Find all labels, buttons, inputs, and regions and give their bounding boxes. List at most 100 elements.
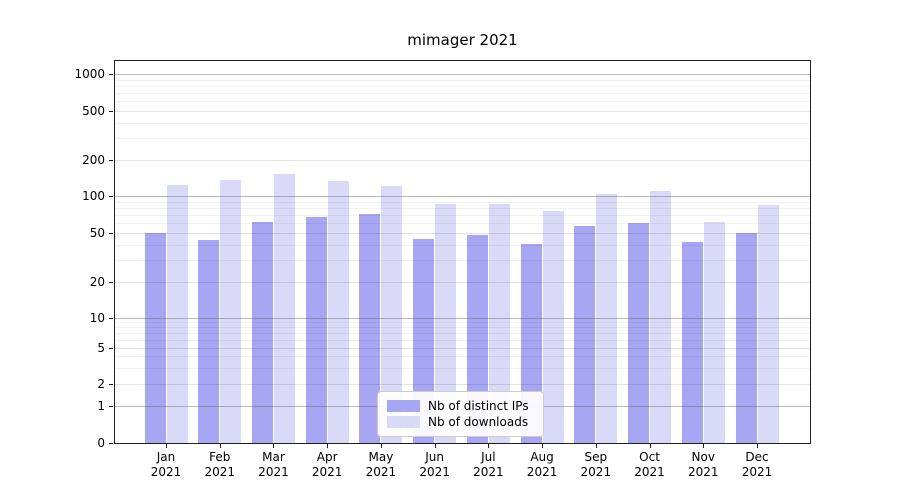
x-tick-label-aug: Aug 2021 <box>526 450 558 479</box>
y-tick-mark-1000 <box>109 74 113 75</box>
minor-gridline-6 <box>115 339 810 341</box>
bar-distinct-ips-sep <box>574 226 596 443</box>
y-tick-mark-100 <box>109 196 113 197</box>
major-gridline-100 <box>115 196 810 197</box>
x-tick-label-mar: Mar 2021 <box>258 450 289 479</box>
plot-area <box>114 60 811 444</box>
bar-downloads-may <box>381 186 403 443</box>
bar-downloads-jan <box>166 185 188 443</box>
x-tick-label-nov: Nov 2021 <box>687 450 719 479</box>
legend-row-downloads: Nb of downloads <box>387 414 533 430</box>
y-tick-mark-200 <box>109 159 113 161</box>
bar-downloads-jun <box>435 204 457 443</box>
y-tick-mark-2 <box>109 384 113 385</box>
gridline-500 <box>115 110 810 112</box>
x-tick-label-jan: Jan 2021 <box>150 450 182 479</box>
bar-distinct-ips-apr <box>305 216 327 443</box>
bar-downloads-feb <box>220 180 242 443</box>
y-tick-mark-1 <box>109 406 113 407</box>
bar-distinct-ips-may <box>359 213 381 443</box>
minor-gridline-30 <box>115 260 810 262</box>
gridline-20 <box>115 281 810 283</box>
legend-swatch-downloads <box>387 416 420 428</box>
bar-downloads-sep <box>596 194 618 443</box>
legend-label-downloads: Nb of downloads <box>428 415 529 429</box>
y-tick-label-20: 20 <box>89 274 105 289</box>
bar-downloads-apr <box>327 180 349 443</box>
x-tick-mark-jul <box>488 444 490 448</box>
bar-distinct-ips-oct <box>628 223 650 443</box>
y-tick-label-5: 5 <box>97 340 105 355</box>
gridline-200 <box>115 159 810 161</box>
x-tick-label-dec: Dec 2021 <box>741 450 773 479</box>
y-tick-label-200: 200 <box>82 152 105 167</box>
bar-downloads-nov <box>703 221 725 443</box>
x-tick-mark-oct <box>649 444 651 448</box>
minor-gridline-9 <box>115 322 810 324</box>
bar-distinct-ips-dec <box>735 233 757 443</box>
bar-distinct-ips-feb <box>198 239 220 443</box>
bar-downloads-jul <box>488 204 510 443</box>
x-tick-mark-jan <box>166 444 167 448</box>
legend: Nb of distinct IPs Nb of downloads <box>377 391 544 437</box>
bar-downloads-aug <box>542 211 564 443</box>
major-gridline-10 <box>115 317 810 319</box>
y-tick-label-1: 1 <box>97 399 105 413</box>
y-tick-label-1000: 1000 <box>74 67 105 81</box>
gridline-5 <box>115 347 810 349</box>
x-tick-mark-aug <box>542 444 544 448</box>
y-tick-mark-500 <box>109 110 113 112</box>
y-tick-label-500: 500 <box>82 103 105 118</box>
bar-downloads-dec <box>757 204 779 443</box>
bar-distinct-ips-mar <box>251 222 273 443</box>
y-tick-label-0: 0 <box>97 436 105 450</box>
x-tick-mark-dec <box>757 444 758 448</box>
legend-swatch-distinct-ips <box>387 400 420 412</box>
minor-gridline-60 <box>115 223 810 225</box>
minor-gridline-40 <box>115 244 810 246</box>
minor-gridline-900 <box>115 79 810 81</box>
bar-distinct-ips-jan <box>144 233 166 443</box>
minor-gridline-3 <box>115 367 810 369</box>
y-tick-label-100: 100 <box>82 189 105 203</box>
x-tick-mark-may <box>380 444 382 448</box>
y-tick-label-2: 2 <box>97 377 105 391</box>
minor-gridline-90 <box>115 201 810 203</box>
legend-label-distinct-ips: Nb of distinct IPs <box>428 399 529 413</box>
minor-gridline-600 <box>115 101 810 103</box>
x-tick-mark-jun <box>434 444 436 448</box>
bar-downloads-oct <box>650 190 672 443</box>
x-tick-mark-sep <box>595 444 597 448</box>
x-tick-mark-feb <box>219 444 221 448</box>
x-tick-label-jun: Jun 2021 <box>419 450 450 479</box>
y-tick-mark-0 <box>109 443 113 444</box>
bar-distinct-ips-nov <box>681 242 703 443</box>
x-tick-label-feb: Feb 2021 <box>204 450 235 479</box>
minor-gridline-700 <box>115 92 810 94</box>
x-tick-mark-mar <box>273 444 275 448</box>
x-tick-mark-nov <box>703 444 705 448</box>
gridline-50 <box>115 233 810 234</box>
y-tick-label-50: 50 <box>89 226 105 240</box>
major-gridline-1000 <box>115 74 810 75</box>
x-tick-label-may: May 2021 <box>365 450 397 479</box>
legend-row-distinct-ips: Nb of distinct IPs <box>387 398 533 414</box>
minor-gridline-800 <box>115 85 810 87</box>
chart-title: mimager 2021 <box>407 31 518 49</box>
x-tick-mark-apr <box>327 444 329 448</box>
minor-gridline-400 <box>115 122 810 124</box>
x-tick-label-apr: Apr 2021 <box>311 450 343 479</box>
minor-gridline-70 <box>115 215 810 217</box>
bar-downloads-mar <box>273 173 295 443</box>
gridline-2 <box>115 384 810 385</box>
minor-gridline-4 <box>115 356 810 358</box>
minor-gridline-7 <box>115 332 810 334</box>
y-tick-mark-50 <box>109 233 113 234</box>
y-tick-mark-5 <box>109 347 113 349</box>
x-tick-label-oct: Oct 2021 <box>634 450 665 479</box>
y-tick-mark-10 <box>109 317 113 319</box>
y-tick-mark-20 <box>109 281 113 283</box>
y-tick-label-10: 10 <box>89 310 105 325</box>
x-tick-label-jul: Jul 2021 <box>473 450 504 479</box>
